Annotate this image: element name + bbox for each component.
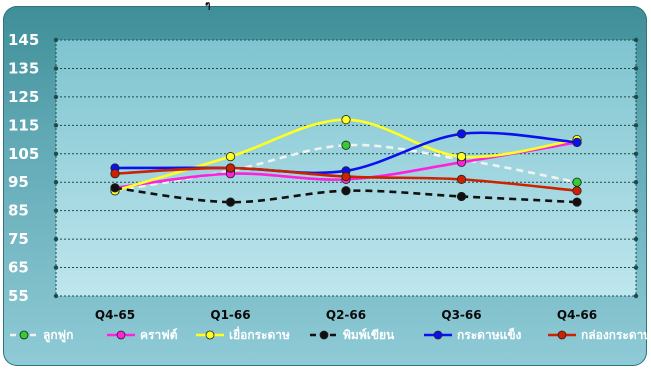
y-tick-label: 75 [8, 230, 29, 248]
legend-label: เยื่อกระดาษ [229, 326, 290, 342]
data-point [572, 177, 582, 187]
legend-swatch-marker [116, 330, 126, 340]
y-tick-label: 125 [8, 88, 39, 106]
data-point [341, 186, 351, 196]
data-point [456, 174, 467, 184]
data-point [572, 197, 582, 207]
legend-label: ลูกฟูก [43, 328, 73, 343]
axis-dot [53, 265, 59, 270]
data-point [341, 171, 351, 182]
legend-label: พิมพ์เขียน [343, 328, 395, 342]
x-tick-label: Q1-66 [210, 308, 250, 322]
series-4 [110, 183, 582, 207]
y-tick-label: 95 [8, 173, 29, 191]
x-tick-label: Q2-66 [326, 308, 366, 322]
legend-item: กล่องกระดาษ [548, 328, 651, 342]
data-point [572, 137, 582, 147]
legend-item: เยื่อกระดาษ [196, 326, 290, 342]
top-glyph: ๆ [205, 0, 211, 11]
x-tick-label: Q3-66 [441, 308, 481, 322]
legend-swatch-marker [19, 330, 29, 340]
y-tick-label: 105 [8, 145, 39, 163]
legend-swatch-marker [557, 330, 567, 340]
legend-label: คราฟต์ [140, 328, 178, 342]
data-point [456, 191, 467, 202]
legend-item: พิมพ์เขียน [310, 328, 395, 342]
data-point [456, 152, 467, 162]
axis-dot [633, 208, 639, 213]
data-point [572, 186, 582, 196]
data-point [225, 152, 236, 162]
axis-dot [53, 180, 59, 185]
y-tick-label: 55 [8, 287, 29, 305]
axis-dot [633, 180, 639, 185]
x-tick-label: Q4-65 [95, 308, 135, 322]
data-point [341, 115, 351, 125]
x-tick-label: Q4-66 [557, 308, 597, 322]
legend-swatch-marker [433, 330, 443, 340]
y-tick-label: 135 [8, 59, 39, 77]
legend-swatch-marker [205, 330, 215, 340]
legend-item: กระดาษแข็ง [424, 327, 522, 342]
legend-label: กล่องกระดาษ [581, 328, 651, 342]
axis-dot [633, 265, 639, 270]
y-tick-label: 145 [8, 31, 39, 49]
data-point [110, 169, 120, 179]
series-6 [110, 163, 582, 196]
data-point [225, 163, 236, 173]
axis-dot [53, 208, 59, 213]
axis-dot [633, 293, 639, 299]
axis-dot [633, 236, 639, 242]
legend-swatch-marker [319, 330, 329, 340]
data-point [341, 140, 351, 150]
legend-item: ลูกฟูก [10, 328, 73, 343]
data-point [225, 197, 236, 207]
y-tick-label: 65 [8, 259, 29, 277]
y-tick-label: 115 [8, 116, 39, 134]
axis-dot [53, 236, 59, 242]
data-point [456, 129, 467, 139]
legend-label: กระดาษแข็ง [457, 327, 522, 342]
data-point [110, 183, 120, 193]
legend-item: คราฟต์ [107, 328, 178, 342]
y-tick-label: 85 [8, 202, 29, 220]
